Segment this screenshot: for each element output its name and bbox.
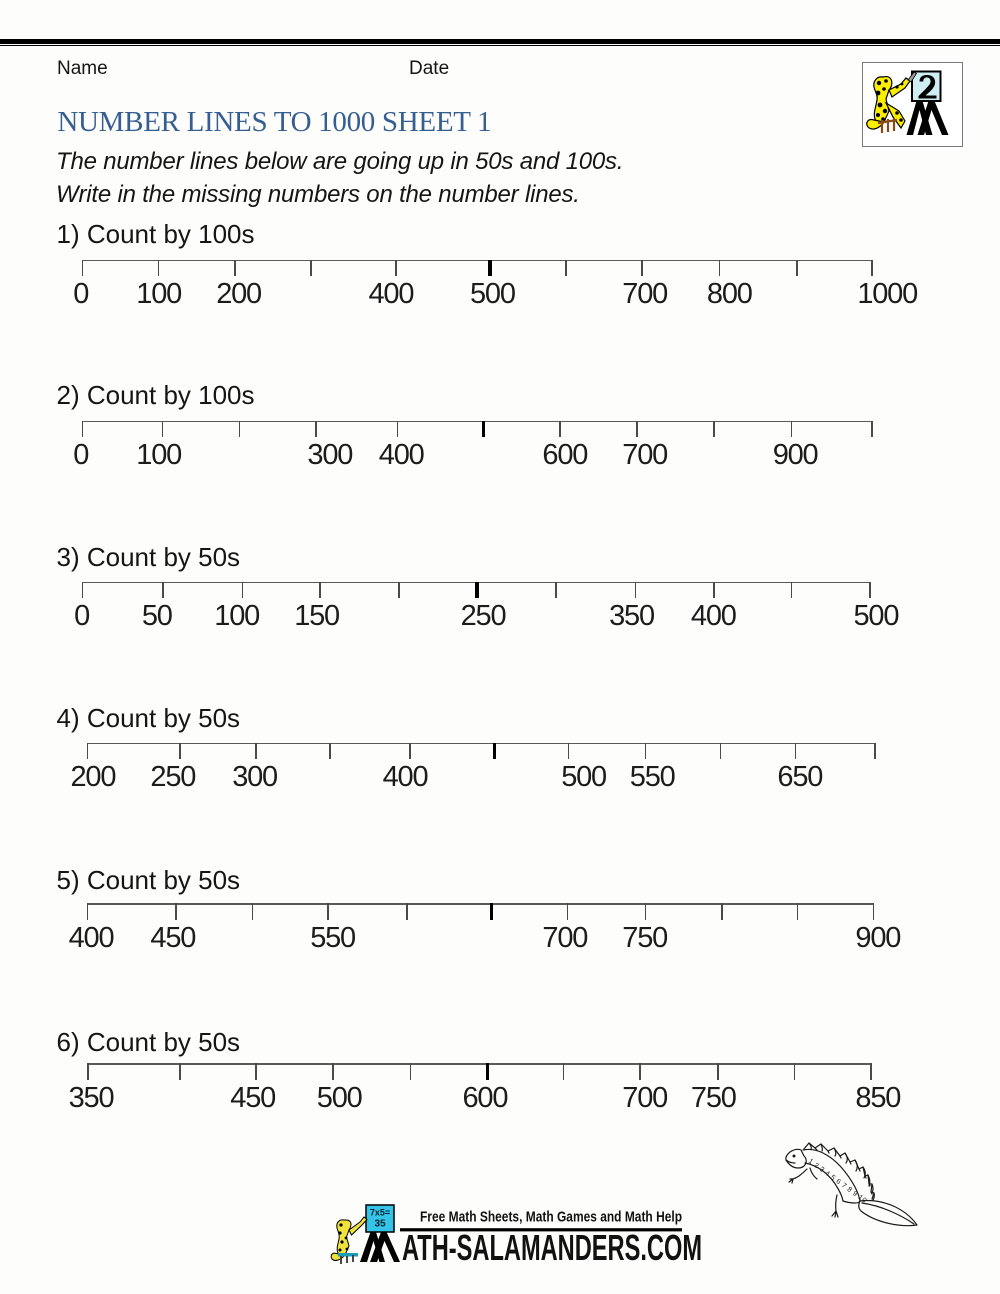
svg-text:35: 35 <box>374 1219 386 1230</box>
svg-text:Free Math Sheets, Math Games a: Free Math Sheets, Math Games and Math He… <box>420 1209 682 1226</box>
svg-text:ATH-SALAMANDERS.COM: ATH-SALAMANDERS.COM <box>402 1227 702 1268</box>
svg-text:1 2 3 4 5 6 7 8 9 10: 1 2 3 4 5 6 7 8 9 10 <box>807 1158 868 1205</box>
svg-text:7x5=: 7x5= <box>370 1208 390 1218</box>
